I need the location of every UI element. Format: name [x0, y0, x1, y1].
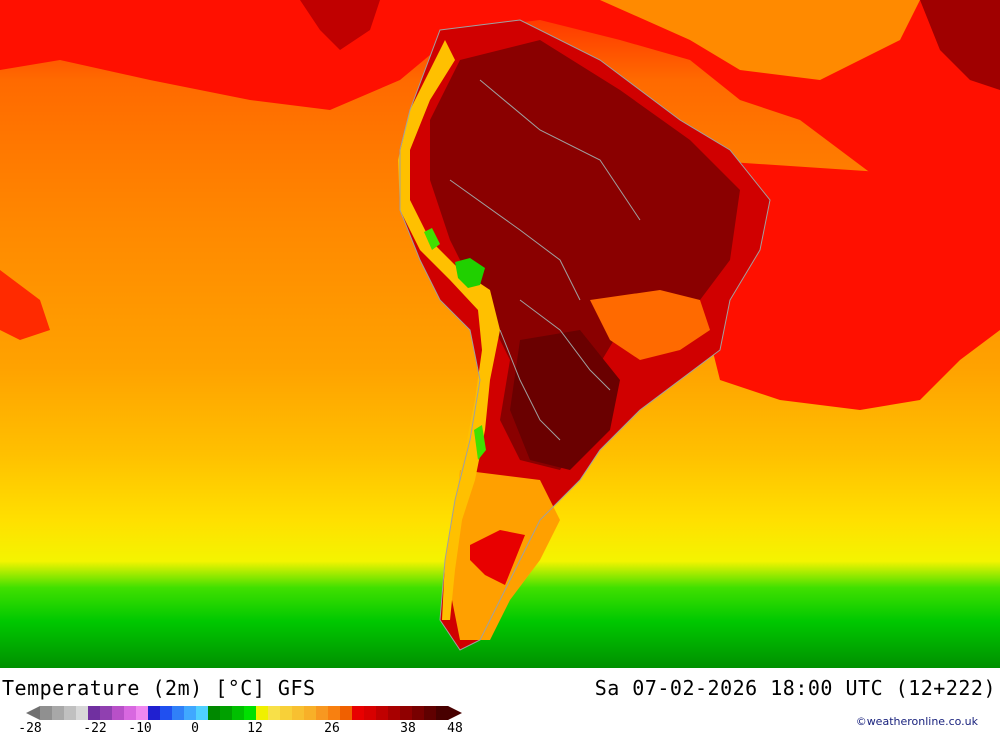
- pampas-dark: [510, 330, 620, 470]
- scale-swatch: [292, 706, 305, 720]
- temperature-map: [0, 0, 1000, 668]
- scale-swatch: [376, 706, 389, 720]
- scale-tick-label: -10: [128, 721, 151, 733]
- credit-text: ©weatheronline.co.uk: [855, 715, 978, 728]
- scale-swatch: [412, 706, 425, 720]
- scale-swatch: [280, 706, 293, 720]
- scale-swatch: [52, 706, 65, 720]
- scale-tick-label: 12: [247, 721, 263, 733]
- scale-swatch: [244, 706, 257, 720]
- andes-cold-spot: [455, 258, 485, 288]
- scale-swatch: [328, 706, 341, 720]
- scale-swatch: [40, 706, 53, 720]
- scale-tick-label: -28: [18, 721, 41, 733]
- scale-swatch: [124, 706, 137, 720]
- scale-swatch: [340, 706, 353, 720]
- scale-arrow-left: [26, 706, 40, 720]
- scale-swatch: [64, 706, 77, 720]
- scale-swatch: [196, 706, 209, 720]
- color-scale-labels: -28 -22 -10 0 12 26 38 48: [18, 721, 463, 733]
- scale-swatch: [160, 706, 173, 720]
- scale-swatch: [184, 706, 197, 720]
- scale-tick-label: 38: [400, 721, 416, 733]
- andes-cold-spot-north: [424, 228, 440, 250]
- scale-swatch: [364, 706, 377, 720]
- patagonia-red-patch: [470, 530, 525, 585]
- scale-swatch: [400, 706, 413, 720]
- scale-swatch: [388, 706, 401, 720]
- scale-swatch: [424, 706, 437, 720]
- scale-swatch: [304, 706, 317, 720]
- scale-tick-label: 26: [324, 721, 340, 733]
- brazil-orange-patch: [590, 290, 710, 360]
- scale-swatch: [256, 706, 269, 720]
- central-america-hot: [920, 0, 1000, 90]
- scale-swatch: [136, 706, 149, 720]
- scale-swatch: [232, 706, 245, 720]
- atlantic-red-zone: [700, 160, 1000, 410]
- scale-tick-label: -22: [83, 721, 106, 733]
- pacific-red-patch: [0, 270, 50, 340]
- scale-swatch: [268, 706, 281, 720]
- country-borders: [399, 19, 771, 651]
- scale-swatch: [148, 706, 161, 720]
- continent-hot-core: [430, 40, 740, 470]
- andes-ridge: [398, 40, 500, 620]
- scale-swatch: [220, 706, 233, 720]
- scale-arrow-right: [448, 706, 462, 720]
- map-title: Temperature (2m) [°C] GFS: [2, 676, 316, 700]
- scale-swatch: [76, 706, 89, 720]
- scale-swatch: [88, 706, 101, 720]
- scale-swatch: [436, 706, 449, 720]
- scale-swatch: [352, 706, 365, 720]
- color-scale-swatches: [26, 706, 462, 720]
- caribbean-orange: [600, 0, 920, 80]
- scale-swatch: [208, 706, 221, 720]
- valid-time: Sa 07-02-2026 18:00 UTC (12+222): [594, 676, 996, 700]
- scale-swatch: [100, 706, 113, 720]
- scale-swatch: [172, 706, 185, 720]
- color-scale-legend: -28 -22 -10 0 12 26 38 48: [18, 706, 463, 733]
- scale-swatch: [316, 706, 329, 720]
- andes-cold-spot-south: [474, 425, 486, 460]
- central-america-hot-north: [300, 0, 380, 50]
- scale-tick-label: 0: [191, 721, 199, 733]
- scale-swatch: [112, 706, 125, 720]
- scale-tick-label: 48: [447, 721, 463, 733]
